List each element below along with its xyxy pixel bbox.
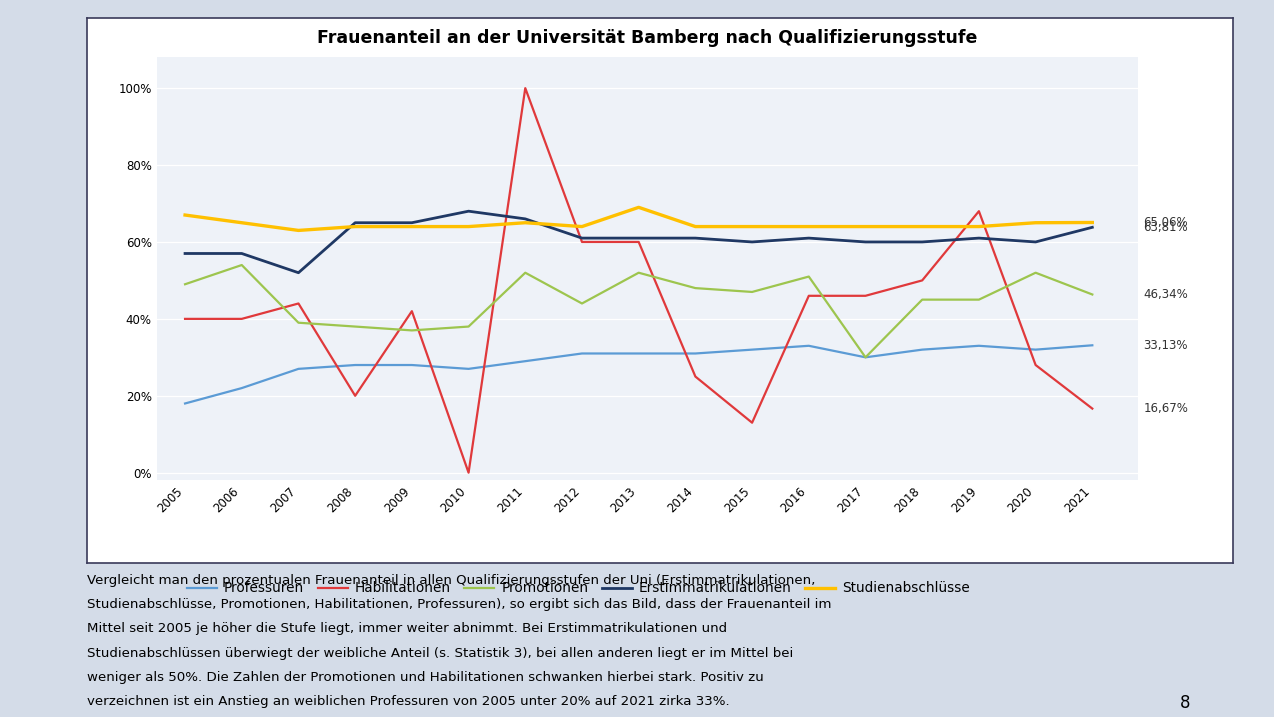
Text: 65,06%: 65,06% xyxy=(1143,216,1187,229)
Text: verzeichnen ist ein Anstieg an weiblichen Professuren von 2005 unter 20% auf 202: verzeichnen ist ein Anstieg an weibliche… xyxy=(87,695,730,708)
Text: Mittel seit 2005 je höher die Stufe liegt, immer weiter abnimmt. Bei Erstimmatri: Mittel seit 2005 je höher die Stufe lieg… xyxy=(87,622,726,635)
Text: Vergleicht man den prozentualen Frauenanteil in allen Qualifizierungsstufen der : Vergleicht man den prozentualen Frauenan… xyxy=(87,574,815,587)
Text: 16,67%: 16,67% xyxy=(1143,402,1189,415)
Text: Studienabschlüsse, Promotionen, Habilitationen, Professuren), so ergibt sich das: Studienabschlüsse, Promotionen, Habilita… xyxy=(87,598,831,611)
Text: Studienabschlüssen überwiegt der weibliche Anteil (s. Statistik 3), bei allen an: Studienabschlüssen überwiegt der weiblic… xyxy=(87,647,792,660)
Text: weniger als 50%. Die Zahlen der Promotionen und Habilitationen schwanken hierbei: weniger als 50%. Die Zahlen der Promotio… xyxy=(87,671,763,684)
Title: Frauenanteil an der Universität Bamberg nach Qualifizierungsstufe: Frauenanteil an der Universität Bamberg … xyxy=(317,29,977,47)
Text: 63,81%: 63,81% xyxy=(1143,221,1187,234)
Text: 33,13%: 33,13% xyxy=(1143,339,1187,352)
Text: 8: 8 xyxy=(1180,694,1190,713)
Text: 46,34%: 46,34% xyxy=(1143,288,1187,301)
Legend: Professuren, Habilitationen, Promotionen, Erstimmatrikulationen, Studienabschlüs: Professuren, Habilitationen, Promotionen… xyxy=(182,576,975,601)
